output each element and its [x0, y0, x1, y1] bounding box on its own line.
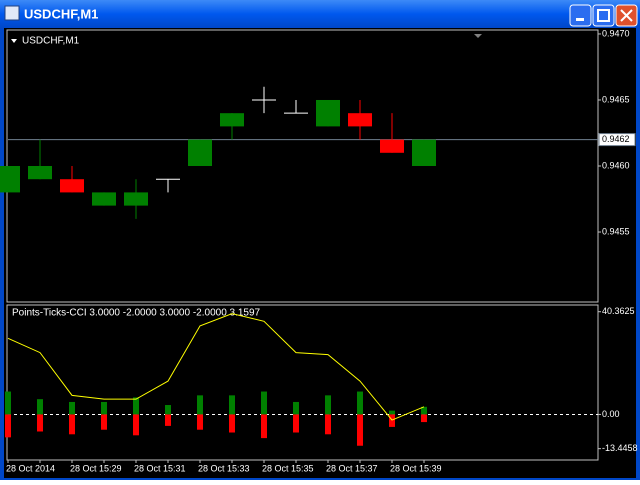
x-tick-label: 28 Oct 15:33 — [198, 463, 250, 473]
window-icon — [4, 5, 20, 21]
y-tick-label: 0.9465 — [602, 94, 630, 104]
indicator-bar — [357, 391, 363, 415]
indicator-label: Points-Ticks-CCI 3.0000 -2.0000 3.0000 -… — [12, 308, 261, 319]
candle-body — [124, 192, 148, 206]
indicator-bar — [293, 414, 299, 433]
indicator-bar — [229, 414, 235, 433]
title-bar — [0, 0, 640, 28]
indicator-bar — [165, 414, 171, 426]
current-price-label: 0.9462 — [602, 134, 630, 144]
candle-body — [28, 166, 52, 180]
indicator-bar — [5, 391, 11, 415]
maximize-button[interactable] — [592, 4, 615, 27]
indicator-bar — [101, 414, 107, 430]
candle-body — [412, 139, 436, 166]
indicator-bar — [133, 414, 139, 436]
indicator-bar — [101, 401, 107, 415]
chart-label: USDCHF,M1 — [22, 36, 80, 47]
candle-body — [348, 113, 372, 127]
x-tick-label: 28 Oct 2014 — [6, 463, 55, 473]
candle-body — [188, 139, 212, 166]
window-title: USDCHF,M1 — [24, 6, 98, 21]
candle-body — [92, 192, 116, 206]
menu-triangle — [11, 39, 17, 43]
candle-body — [60, 179, 84, 193]
candle-body — [220, 113, 244, 127]
indicator-bar — [165, 405, 171, 415]
x-tick-label: 28 Oct 15:29 — [70, 463, 122, 473]
indicator-bar — [421, 406, 427, 415]
current-price-box — [598, 133, 636, 147]
indicator-bar — [69, 401, 75, 415]
candle-body — [316, 99, 340, 127]
indicator-line — [7, 313, 425, 421]
minimize-button[interactable] — [569, 4, 592, 27]
indicator-bar — [133, 397, 139, 415]
minimize-icon — [576, 18, 584, 21]
indicator-bar — [37, 414, 43, 432]
y-tick-label: 0.00 — [602, 409, 620, 419]
indicator-bar — [69, 414, 75, 435]
indicator-bar — [197, 414, 203, 430]
y-tick-label: 40.3625 — [602, 306, 635, 316]
x-tick-label: 28 Oct 15:39 — [390, 463, 442, 473]
indicator-bar — [389, 410, 395, 415]
indicator-bar — [389, 414, 395, 427]
candle-body — [380, 139, 404, 153]
chart-area — [4, 28, 636, 478]
shift-marker — [474, 34, 482, 38]
candle-body — [0, 166, 20, 193]
indicator-bar — [325, 395, 331, 415]
close-icon — [620, 9, 633, 22]
maximize-icon — [597, 9, 610, 22]
x-tick-label: 28 Oct 15:31 — [134, 463, 186, 473]
x-tick-label: 28 Oct 15:37 — [326, 463, 378, 473]
indicator-bar — [325, 414, 331, 435]
indicator-bar — [229, 395, 235, 415]
indicator-bar — [197, 395, 203, 415]
indicator-bar — [261, 391, 267, 415]
y-tick-label: 0.9455 — [602, 226, 630, 236]
y-tick-label: 0.9470 — [602, 28, 630, 38]
y-tick-label: 0.9460 — [602, 160, 630, 170]
indicator-bar — [293, 401, 299, 415]
indicator-bar — [37, 399, 43, 415]
indicator-bar — [5, 414, 11, 438]
y-tick-label: -13.4458 — [602, 443, 638, 453]
indicator-pane — [6, 304, 599, 461]
x-tick-label: 28 Oct 15:35 — [262, 463, 314, 473]
indicator-bar — [357, 414, 363, 446]
indicator-bar — [261, 414, 267, 439]
indicator-bar — [421, 414, 427, 423]
